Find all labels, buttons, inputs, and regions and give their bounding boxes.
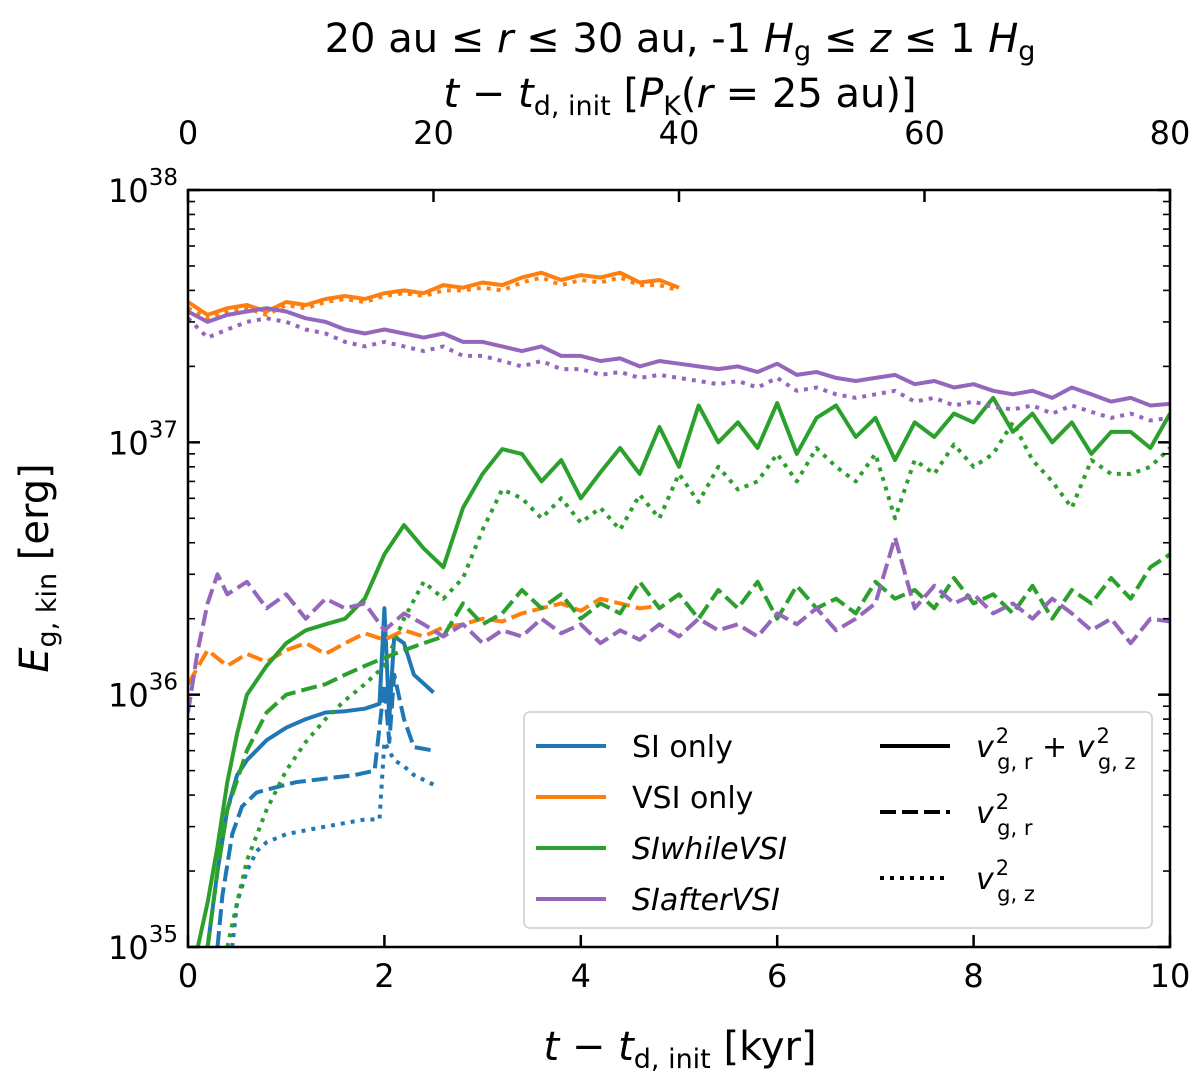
y-tick-label: 1036 xyxy=(108,670,178,715)
x-tick-label: 4 xyxy=(571,957,591,995)
legend-label-siaftervsi: SIafterVSI xyxy=(632,883,780,918)
x-tick-label: 10 xyxy=(1150,957,1191,995)
x-tick-label: 6 xyxy=(767,957,787,995)
x-tick-label: 8 xyxy=(963,957,983,995)
series-si-only-dashed xyxy=(215,672,434,947)
plot-frame xyxy=(186,188,1172,949)
x-tick-label: 0 xyxy=(178,957,198,995)
ticks-layer: 0 2 4 6 8 10 0 20 40 60 80 1035 1036 1037 1038 xyxy=(108,114,1190,995)
series-siaftervsi-dotted xyxy=(188,316,1170,423)
legend-label-dashed: v2 g, r xyxy=(976,790,1033,840)
legend: SI only VSI only SIwhileVSI SIafterVSI v… xyxy=(523,711,1153,929)
y-tick-label: 1037 xyxy=(108,417,178,462)
top-x-tick-label: 0 xyxy=(178,114,198,152)
series-layer xyxy=(188,270,1170,947)
series-siaftervsi-solid xyxy=(188,306,1170,408)
legend-label-dotted: v2 g, z xyxy=(976,856,1035,906)
legend-label-solid: v2 g, r + v2 g, z xyxy=(976,724,1136,774)
y-axis-title: Eg, kin [erg] xyxy=(12,463,63,673)
legend-label-si-only: SI only xyxy=(632,730,733,765)
series-si-only-dotted xyxy=(230,739,435,947)
top-x-axis-title: t − td, init [PK(r = 25 au)] xyxy=(443,71,916,122)
legend-label-siwhilevsi: SIwhileVSI xyxy=(632,832,787,867)
top-x-tick-label: 80 xyxy=(1150,114,1191,152)
x-tick-label: 2 xyxy=(374,957,394,995)
chart-title: 20 au ≤ r ≤ 30 au, -1 Hg ≤ z ≤ 1 Hg xyxy=(325,16,1036,67)
top-x-tick-label: 60 xyxy=(904,114,945,152)
y-tick-label: 1038 xyxy=(108,165,178,210)
legend-label-vsi-only: VSI only xyxy=(632,781,753,816)
series-vsi-only-dotted xyxy=(188,275,680,321)
top-x-tick-label: 20 xyxy=(413,114,454,152)
top-x-tick-label: 40 xyxy=(659,114,700,152)
y-tick-label: 1035 xyxy=(108,922,178,967)
x-axis-title: t − td, init [kyr] xyxy=(543,1024,816,1075)
series-siaftervsi-dashed xyxy=(188,535,1170,713)
series-siwhilevsi-dashed xyxy=(205,552,1170,947)
legend-box xyxy=(523,711,1153,929)
series-vsi-only-dashed xyxy=(188,596,660,686)
